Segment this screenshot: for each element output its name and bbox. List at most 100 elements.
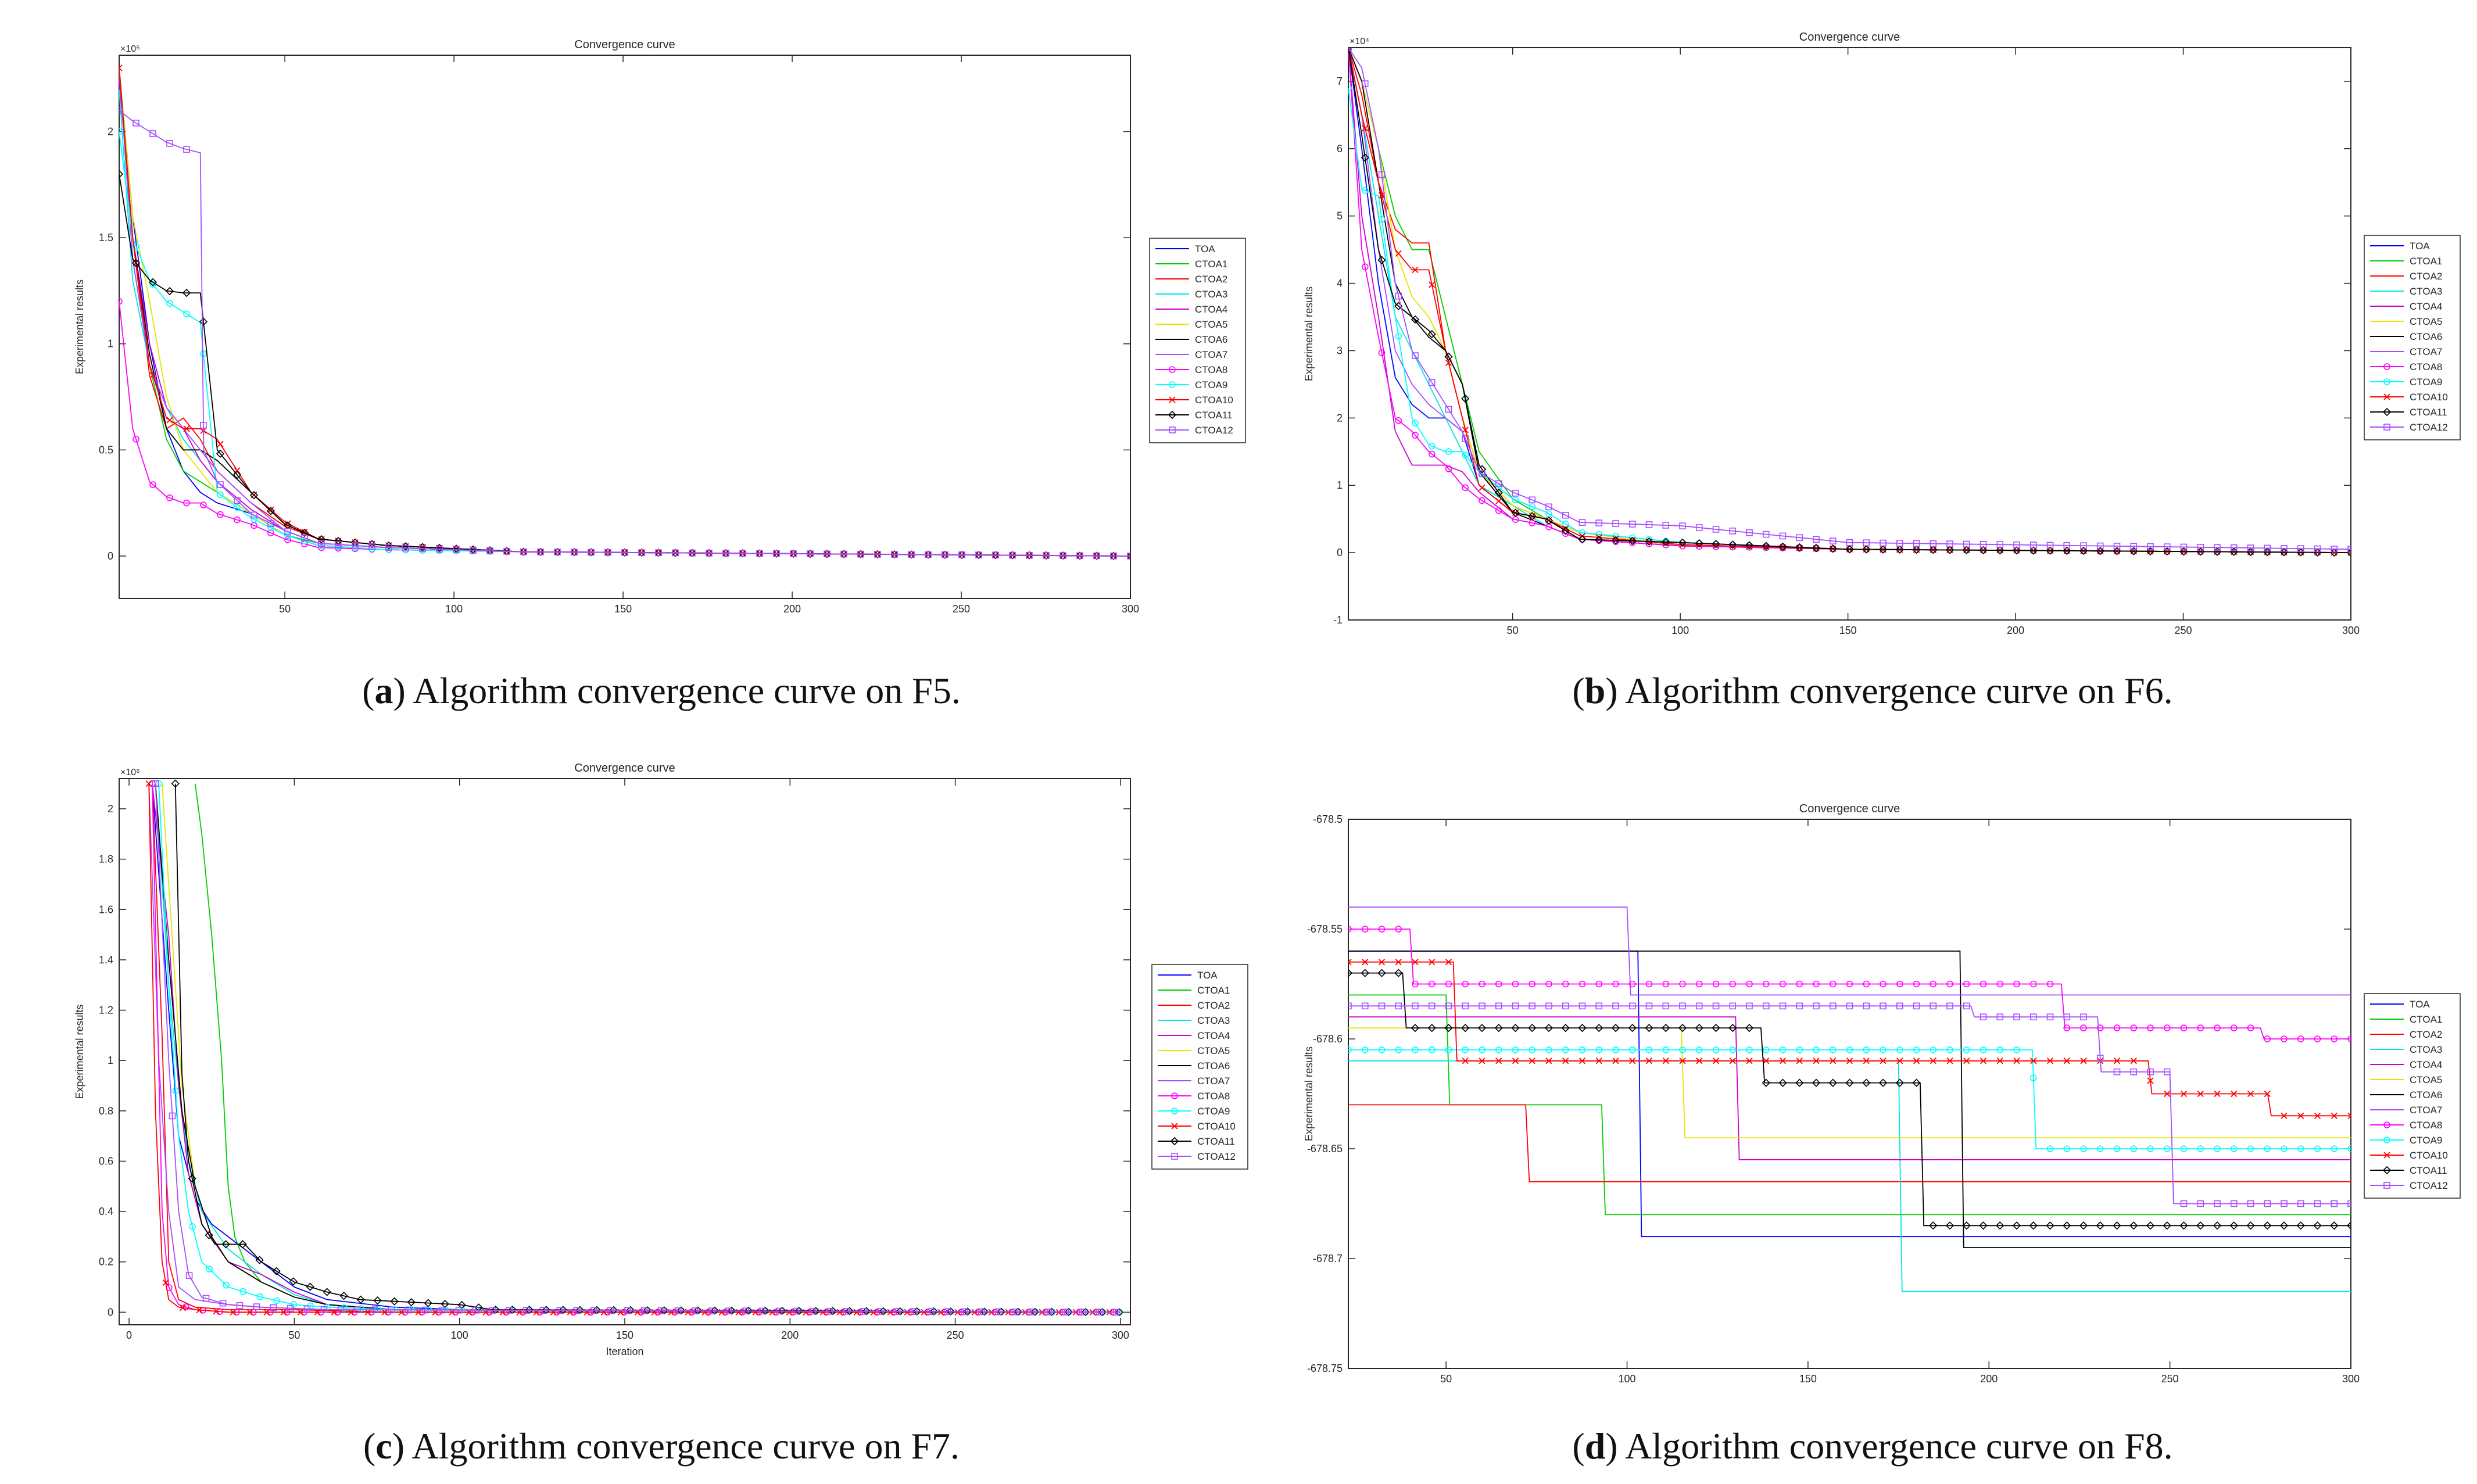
marker-ctoa11	[2063, 546, 2071, 555]
marker-ctoa11	[1812, 1078, 1821, 1087]
marker-ctoa10	[2231, 1090, 2238, 1098]
marker-ctoa12	[455, 1306, 463, 1314]
marker-ctoa10	[2030, 1058, 2037, 1064]
marker-ctoa11	[1728, 540, 1737, 549]
marker-ctoa9	[1829, 1046, 1837, 1053]
y-tick-label: 0	[108, 550, 113, 562]
marker-ctoa11	[991, 551, 1000, 560]
marker-ctoa12	[1729, 528, 1737, 535]
marker-ctoa12	[556, 1307, 564, 1314]
marker-ctoa11	[2229, 1221, 2238, 1230]
marker-ctoa11	[923, 550, 933, 559]
marker-ctoa11	[1996, 1221, 2004, 1230]
y-tick-label: 0	[1337, 547, 1343, 558]
marker-ctoa9	[2197, 1145, 2204, 1152]
marker-ctoa12	[253, 1303, 260, 1310]
marker-ctoa11	[1511, 1023, 1520, 1033]
marker-ctoa11	[1578, 1023, 1587, 1033]
y-tick-label: 1	[1337, 479, 1343, 491]
marker-ctoa9	[223, 1281, 230, 1289]
marker-ctoa10	[2214, 1090, 2221, 1098]
legend-box	[1151, 964, 1248, 1170]
marker-ctoa12	[1963, 1002, 1970, 1010]
marker-ctoa10	[1395, 250, 1402, 257]
marker-ctoa12	[202, 1295, 210, 1302]
marker-ctoa8	[2331, 1035, 2338, 1042]
marker-ctoa8	[2214, 1024, 2221, 1031]
marker-ctoa8	[1395, 926, 1402, 933]
marker-ctoa12	[1009, 551, 1016, 559]
marker-ctoa11	[2046, 1221, 2054, 1230]
marker-ctoa11	[356, 1295, 365, 1304]
marker-ctoa12	[1059, 552, 1066, 559]
marker-ctoa12	[1395, 292, 1402, 300]
marker-ctoa11	[1058, 551, 1068, 560]
marker-ctoa11	[148, 278, 158, 286]
marker-ctoa11	[1745, 1023, 1754, 1033]
marker-ctoa8	[217, 511, 224, 518]
marker-ctoa10	[1679, 1058, 1686, 1064]
marker-ctoa10	[1813, 1058, 1820, 1064]
legend-label-ctoa8: CTOA8	[2410, 361, 2442, 372]
y-exponent: ×10⁴	[1350, 37, 1369, 46]
marker-ctoa9	[2297, 1145, 2304, 1152]
marker-ctoa11	[238, 1240, 247, 1249]
y-tick-label: 2	[1337, 412, 1343, 424]
x-tick-label: 200	[2007, 625, 2024, 636]
legend-label-ctoa8: CTOA8	[2410, 1120, 2442, 1131]
marker-ctoa12	[1695, 1002, 1703, 1010]
x-tick-label: 250	[953, 603, 970, 615]
y-tick-label: -678.65	[1307, 1143, 1343, 1155]
marker-ctoa9	[1495, 484, 1502, 491]
marker-ctoa10	[166, 417, 173, 424]
marker-ctoa11	[323, 1288, 331, 1296]
marker-ctoa11	[373, 1296, 382, 1305]
legend-marker-ctoa10	[2383, 1152, 2390, 1159]
marker-ctoa12	[1612, 1002, 1619, 1010]
marker-ctoa10	[819, 1309, 826, 1315]
marker-ctoa11	[1014, 1307, 1022, 1316]
marker-ctoa12	[486, 547, 493, 554]
series-line-ctoa6	[155, 783, 1121, 1313]
marker-ctoa8	[1348, 926, 1352, 933]
marker-ctoa12	[1595, 519, 1603, 526]
marker-ctoa10	[1562, 1058, 1569, 1064]
marker-ctoa9	[2331, 1145, 2338, 1152]
x-tick-label: 200	[1980, 1373, 1998, 1385]
marker-ctoa12	[944, 1308, 951, 1315]
marker-ctoa11	[2246, 1221, 2255, 1230]
marker-ctoa11	[2330, 548, 2339, 557]
marker-ctoa11	[1611, 1023, 1620, 1033]
legend-label-ctoa11: CTOA11	[2410, 407, 2447, 418]
x-tick-label: 0	[126, 1329, 132, 1341]
marker-ctoa8	[1378, 349, 1386, 356]
marker-ctoa11	[1828, 544, 1837, 553]
marker-ctoa10	[2113, 1058, 2121, 1064]
marker-ctoa9	[206, 1266, 213, 1272]
marker-ctoa12	[607, 1307, 614, 1314]
marker-ctoa11	[1561, 526, 1570, 535]
marker-ctoa8	[1562, 980, 1569, 988]
legend-marker-ctoa10	[2383, 393, 2390, 400]
x-tick-label: 150	[1799, 1373, 1817, 1385]
marker-ctoa11	[553, 547, 562, 557]
marker-ctoa12	[1562, 1002, 1569, 1010]
series-line-ctoa12	[1348, 48, 2351, 550]
marker-ctoa12	[2214, 1200, 2221, 1207]
marker-ctoa11	[1912, 1078, 1921, 1087]
marker-ctoa11	[2029, 546, 2038, 555]
marker-ctoa11	[1578, 535, 1587, 544]
marker-ctoa8	[1395, 417, 1402, 424]
marker-ctoa12	[1779, 532, 1787, 540]
legend-label-ctoa6: CTOA6	[2410, 331, 2442, 342]
marker-ctoa11	[1611, 536, 1620, 545]
marker-ctoa11	[1411, 315, 1420, 324]
legend-marker-ctoa11	[1170, 1137, 1179, 1146]
marker-ctoa12	[722, 550, 729, 557]
marker-ctoa12	[489, 1307, 496, 1314]
marker-ctoa11	[1662, 1023, 1670, 1033]
marker-ctoa12	[267, 520, 274, 527]
marker-ctoa12	[2180, 543, 2188, 551]
marker-ctoa10	[2180, 1090, 2188, 1098]
marker-ctoa11	[1361, 153, 1369, 162]
